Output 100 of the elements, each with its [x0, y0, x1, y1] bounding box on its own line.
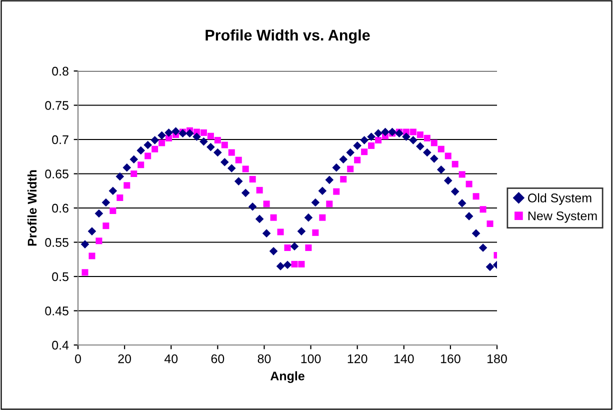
point	[122, 163, 132, 172]
point	[409, 136, 418, 144]
point	[416, 131, 424, 138]
point	[424, 134, 430, 142]
point	[284, 244, 291, 251]
point	[138, 162, 144, 168]
point	[480, 206, 486, 213]
point	[298, 260, 305, 268]
point	[436, 165, 446, 174]
x-tick-label: 180	[488, 354, 507, 364]
point	[164, 128, 173, 137]
point	[416, 142, 424, 151]
point	[381, 128, 390, 136]
point	[430, 154, 438, 163]
point	[200, 137, 208, 146]
point	[458, 199, 466, 208]
point	[311, 198, 320, 207]
point	[94, 209, 104, 218]
point	[452, 160, 458, 168]
y-tick-label: 0.55	[45, 238, 68, 247]
point	[346, 148, 355, 157]
x-tick-label: 140	[394, 354, 414, 364]
point	[102, 198, 110, 207]
point	[214, 136, 221, 144]
y-tick-label: 0.45	[45, 306, 68, 316]
point	[200, 129, 207, 136]
point	[206, 142, 215, 152]
point	[150, 136, 159, 144]
point	[277, 228, 284, 236]
point	[186, 129, 194, 138]
point	[248, 202, 257, 211]
point	[235, 156, 242, 164]
point	[458, 171, 466, 178]
point	[464, 212, 474, 220]
point	[124, 182, 130, 189]
point	[305, 244, 312, 251]
point	[158, 140, 166, 146]
point	[263, 200, 270, 208]
point	[158, 131, 166, 140]
point	[228, 149, 235, 156]
point	[332, 163, 341, 172]
point	[262, 229, 271, 238]
x-tick-label: 160	[440, 354, 460, 364]
point	[241, 188, 250, 198]
point	[96, 238, 102, 244]
x-tick-label: 80	[258, 354, 271, 364]
point	[423, 148, 432, 157]
point	[88, 227, 96, 236]
point	[402, 132, 410, 141]
point	[221, 142, 228, 148]
y-tick-label: 0.4	[52, 340, 69, 350]
point	[256, 186, 263, 194]
legend-label: Old System	[528, 193, 592, 205]
x-tick-label: 120	[348, 354, 368, 364]
point	[353, 142, 362, 150]
y-tick-label: 0.75	[45, 101, 68, 110]
y-tick-label: 0.65	[45, 170, 68, 178]
point	[319, 214, 326, 221]
point	[354, 156, 361, 164]
y-tick-label: 0.6	[52, 204, 68, 213]
point	[297, 227, 306, 236]
point	[116, 194, 124, 201]
point	[144, 140, 152, 150]
point	[214, 148, 222, 157]
point	[450, 187, 460, 196]
y-axis-title: Profile Width	[27, 170, 37, 246]
point	[172, 127, 180, 136]
point	[207, 132, 214, 140]
point	[326, 200, 333, 208]
point	[270, 214, 277, 221]
point	[130, 170, 138, 178]
point	[374, 129, 382, 138]
point	[144, 152, 152, 160]
x-axis-title: Angle	[270, 371, 304, 383]
point	[234, 177, 243, 186]
point	[108, 186, 118, 196]
point	[110, 207, 116, 214]
point	[486, 220, 494, 228]
point	[430, 140, 438, 146]
point	[325, 176, 334, 184]
point	[444, 176, 452, 185]
point	[410, 128, 416, 136]
point	[438, 146, 444, 152]
point	[291, 260, 298, 268]
point	[255, 214, 264, 224]
point	[304, 213, 313, 222]
point	[478, 244, 488, 252]
point	[388, 128, 396, 136]
point	[283, 260, 292, 270]
point	[375, 136, 382, 144]
point	[152, 146, 158, 152]
y-tick-label: 0.7	[52, 135, 68, 144]
point	[116, 172, 124, 181]
point	[312, 229, 319, 236]
x-tick-label: 20	[118, 354, 132, 364]
point	[466, 180, 472, 188]
point	[472, 193, 480, 200]
x-tick-label: 0	[75, 354, 81, 364]
point	[249, 176, 256, 182]
point	[360, 136, 368, 144]
